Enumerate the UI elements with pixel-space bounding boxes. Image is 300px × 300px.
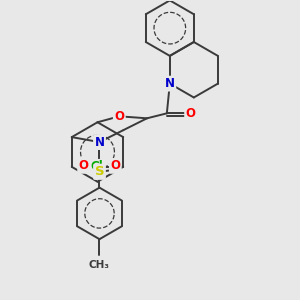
Text: S: S (95, 165, 104, 178)
Text: O: O (114, 110, 124, 123)
Text: O: O (79, 159, 88, 172)
Text: O: O (110, 159, 120, 172)
Text: CH₃: CH₃ (89, 260, 110, 270)
Text: N: N (165, 77, 175, 90)
Text: O: O (186, 107, 196, 120)
Text: Cl: Cl (90, 160, 103, 173)
Text: N: N (94, 136, 104, 148)
